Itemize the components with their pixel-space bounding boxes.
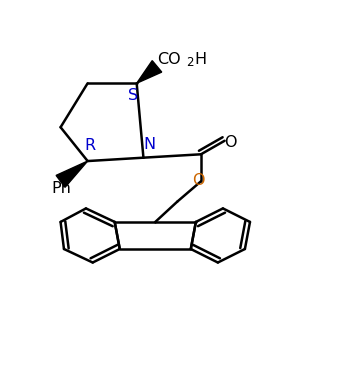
Text: O: O — [224, 135, 236, 150]
Text: 2: 2 — [186, 56, 193, 69]
Text: S: S — [128, 88, 138, 103]
Text: CO: CO — [157, 52, 181, 67]
Text: O: O — [192, 173, 205, 188]
Polygon shape — [137, 61, 162, 83]
Text: N: N — [144, 137, 155, 152]
Text: Ph: Ph — [51, 181, 71, 196]
Polygon shape — [56, 161, 88, 187]
Text: H: H — [194, 52, 206, 67]
Text: R: R — [84, 138, 95, 153]
